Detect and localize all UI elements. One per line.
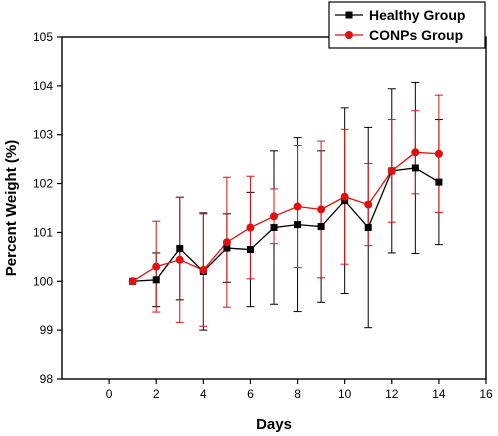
healthy-data-point — [411, 164, 419, 172]
conps-data-point — [128, 277, 137, 286]
y-tick-label: 100 — [33, 274, 53, 288]
x-tick-label: 12 — [385, 387, 399, 401]
healthy-data-point — [270, 224, 278, 232]
y-tick-label: 105 — [33, 30, 53, 44]
healthy-data-point — [364, 224, 372, 232]
conps-legend-label: CONPs Group — [369, 27, 463, 43]
y-tick-label: 103 — [33, 128, 53, 142]
y-tick-label: 98 — [40, 372, 54, 386]
x-axis-title: Days — [256, 416, 292, 433]
conps-data-point — [364, 200, 373, 209]
conps-data-point — [175, 255, 184, 264]
healthy-series-line — [132, 167, 440, 282]
markers-layer — [128, 148, 443, 286]
x-tick-label: 2 — [153, 387, 160, 401]
x-tick-label: 0 — [106, 387, 113, 401]
healthy-data-point — [246, 246, 254, 254]
x-tick-label: 14 — [432, 387, 446, 401]
legend: Healthy Group CONPs Group — [328, 1, 486, 49]
healthy-data-point — [435, 178, 443, 186]
x-tick-label: 10 — [338, 387, 352, 401]
plot-frame — [61, 36, 487, 380]
y-tick-label: 102 — [33, 177, 53, 191]
y-tick-label: 99 — [40, 323, 54, 337]
healthy-data-point — [223, 244, 231, 252]
healthy-data-point — [317, 223, 325, 231]
y-tick-label: 101 — [33, 225, 53, 239]
conps-data-point — [434, 149, 443, 158]
y-axis-title: Percent Weight (%) — [3, 140, 20, 276]
conps-data-point — [199, 266, 208, 275]
conps-data-point — [340, 192, 349, 201]
conps-data-point — [152, 262, 161, 271]
y-tick-label: 104 — [33, 79, 53, 93]
conps-legend-marker — [345, 31, 353, 39]
conps-series-line — [132, 151, 439, 282]
healthy-legend-marker — [345, 11, 353, 19]
axes-layer: 0 2 4 6 8 10 12 14 16 98 99 100 101 102 103 104 105 — [33, 30, 493, 401]
healthy-data-point — [152, 276, 160, 284]
x-tick-label: 6 — [247, 387, 254, 401]
conps-data-point — [270, 212, 278, 221]
x-tick-label: 16 — [479, 387, 493, 401]
conps-data-point — [411, 148, 420, 157]
legend-box — [328, 1, 486, 49]
conps-data-point — [387, 166, 396, 175]
conps-data-point — [293, 202, 302, 211]
healthy-data-point — [176, 245, 184, 253]
conps-data-point — [246, 223, 255, 232]
x-tick-label: 8 — [294, 387, 301, 401]
conps-data-point — [222, 238, 231, 247]
conps-data-point — [317, 205, 326, 214]
healthy-data-point — [294, 221, 302, 229]
x-tick-label: 4 — [200, 387, 207, 401]
series-lines-layer — [132, 151, 440, 282]
healthy-legend-label: Healthy Group — [369, 7, 465, 23]
